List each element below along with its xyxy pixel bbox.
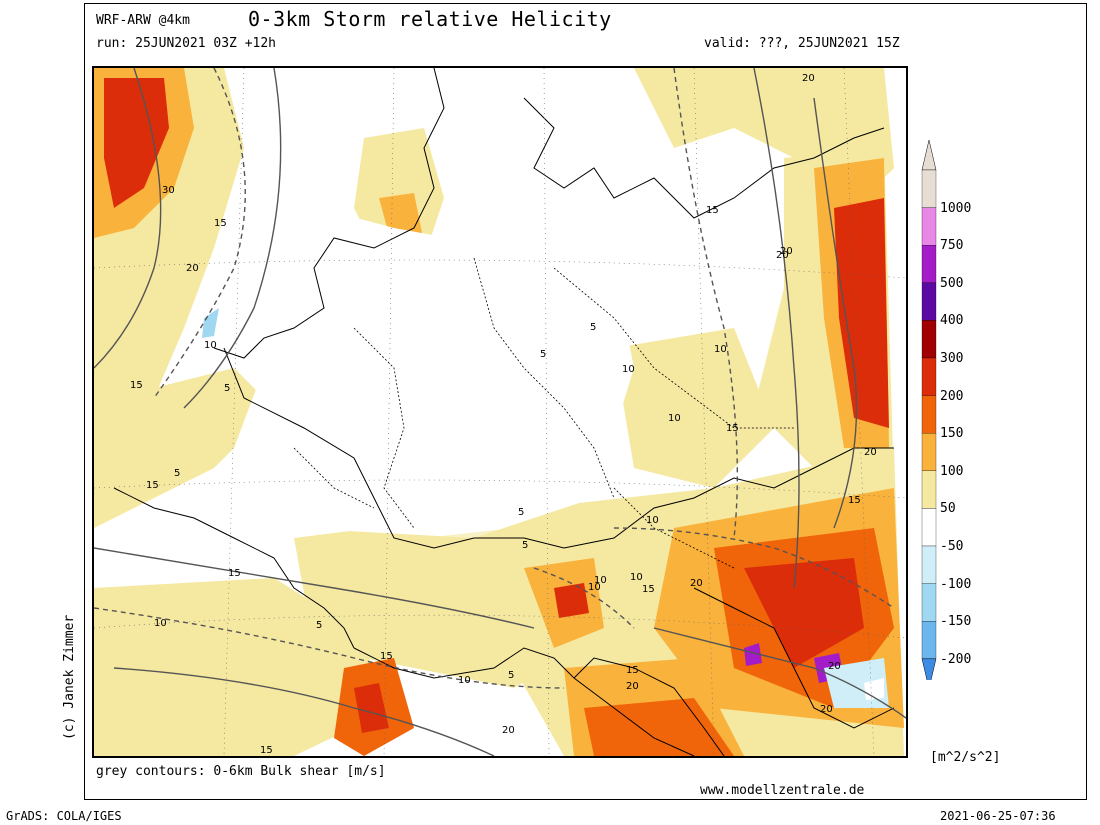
contour-label: 5 — [522, 540, 528, 551]
timestamp-label: 2021-06-25-07:36 — [940, 809, 1056, 823]
bulk-shear-contours — [94, 68, 906, 756]
colorbar-label: 500 — [940, 275, 964, 291]
contour-label: 20 — [802, 73, 815, 84]
contour-label: 10 — [588, 582, 601, 593]
contour-label: 15 — [726, 423, 739, 434]
map-title: 0-3km Storm relative Helicity — [248, 7, 612, 31]
contour-label: 20 — [828, 661, 841, 672]
helicity-field — [94, 68, 904, 756]
colorbar-label: -150 — [940, 614, 972, 630]
colorbar-label: -100 — [940, 576, 972, 592]
colorbar-label: 100 — [940, 463, 964, 479]
contour-label: 20 — [820, 704, 833, 715]
colorbar-label: -50 — [940, 539, 964, 554]
contour-label: 5 — [174, 468, 180, 479]
colorbar-label: 50 — [940, 501, 956, 517]
contour-label: 15 — [228, 568, 241, 579]
colorbar-top-tip — [921, 139, 937, 171]
colorbar-label: 200 — [940, 388, 964, 404]
contour-label: 15 — [146, 480, 159, 491]
contour-label: 10 — [668, 413, 681, 424]
contour-label: 20 — [776, 250, 789, 261]
contour-label: 5 — [316, 620, 322, 631]
contour-label: 10 — [458, 675, 471, 686]
contour-label: 20 — [186, 263, 199, 274]
colorbar-segment — [921, 395, 937, 434]
country-borders — [293, 257, 794, 569]
contour-note: grey contours: 0-6km Bulk shear [m/s] — [96, 764, 386, 779]
contour-label: 5 — [224, 383, 230, 394]
model-label: WRF-ARW @4km — [96, 13, 190, 28]
website-label: www.modellzentrale.de — [700, 783, 865, 798]
colorbar-label: 400 — [940, 313, 964, 329]
contour-label: 15 — [626, 665, 639, 676]
color-legend — [918, 139, 1018, 689]
contour-label: 5 — [540, 349, 546, 360]
colorbar-segment — [921, 320, 937, 359]
colorbar-label: 300 — [940, 351, 964, 366]
contour-label: 10 — [154, 618, 167, 629]
contour-label: 5 — [508, 670, 514, 681]
run-label: run: 25JUN2021 03Z +12h — [96, 36, 277, 51]
contour-label: 20 — [626, 681, 639, 692]
contour-label: 30 — [162, 185, 175, 196]
colorbar-segment — [921, 169, 937, 208]
colorbar-segment — [921, 433, 937, 471]
contour-label: 15 — [380, 651, 393, 662]
copyright-label: (c) Janek Zimmer — [62, 614, 77, 740]
colorbar-segment — [921, 583, 937, 622]
colorbar-segment — [921, 508, 937, 547]
helicity-map: 30 15 20 10 15 5 5 10 15 15 20 5 10 5 10… — [92, 66, 908, 758]
colorbar-label: 1000 — [940, 200, 972, 216]
software-label: GrADS: COLA/IGES — [6, 809, 122, 823]
contour-label: 5 — [590, 322, 596, 333]
coastlines — [113, 68, 895, 756]
contour-label: 15 — [214, 218, 227, 229]
contour-label: 15 — [848, 495, 861, 506]
contour-label: 20 — [864, 447, 877, 458]
contour-label: 5 — [518, 507, 524, 518]
valid-label: valid: ???, 25JUN2021 15Z — [704, 36, 900, 51]
contour-label: 15 — [706, 205, 719, 216]
contour-label: 10 — [714, 344, 727, 355]
colorbar-segment — [921, 207, 937, 246]
colorbar-segment — [921, 245, 937, 283]
colorbar-segment — [921, 357, 937, 396]
contour-label: 10 — [204, 340, 217, 351]
contour-label: 10 — [630, 572, 643, 583]
contour-label: 10 — [594, 575, 607, 586]
colorbar-segment — [921, 621, 937, 659]
contour-label: 20 — [780, 246, 793, 257]
contour-label: 10 — [646, 515, 659, 526]
colorbar-segment — [921, 545, 937, 584]
contour-label: 10 — [622, 364, 635, 375]
contour-label: 15 — [260, 745, 273, 756]
contour-label: 20 — [690, 578, 703, 589]
colorbar-segment — [921, 282, 937, 321]
colorbar-segment — [921, 470, 937, 509]
colorbar-label: 150 — [940, 426, 964, 442]
contour-label: 15 — [642, 584, 655, 595]
graticule — [94, 68, 906, 756]
contour-label: 15 — [130, 380, 143, 391]
units-label: [m^2/s^2] — [930, 750, 1001, 765]
contour-labels: 30 15 20 10 15 5 5 10 15 15 20 5 10 5 10… — [130, 73, 877, 756]
colorbar-label: -200 — [940, 651, 972, 667]
colorbar-bottom-tip — [921, 658, 937, 689]
contour-label: 20 — [502, 725, 515, 736]
colorbar-label: 750 — [940, 238, 964, 254]
figure-frame — [84, 3, 1087, 800]
